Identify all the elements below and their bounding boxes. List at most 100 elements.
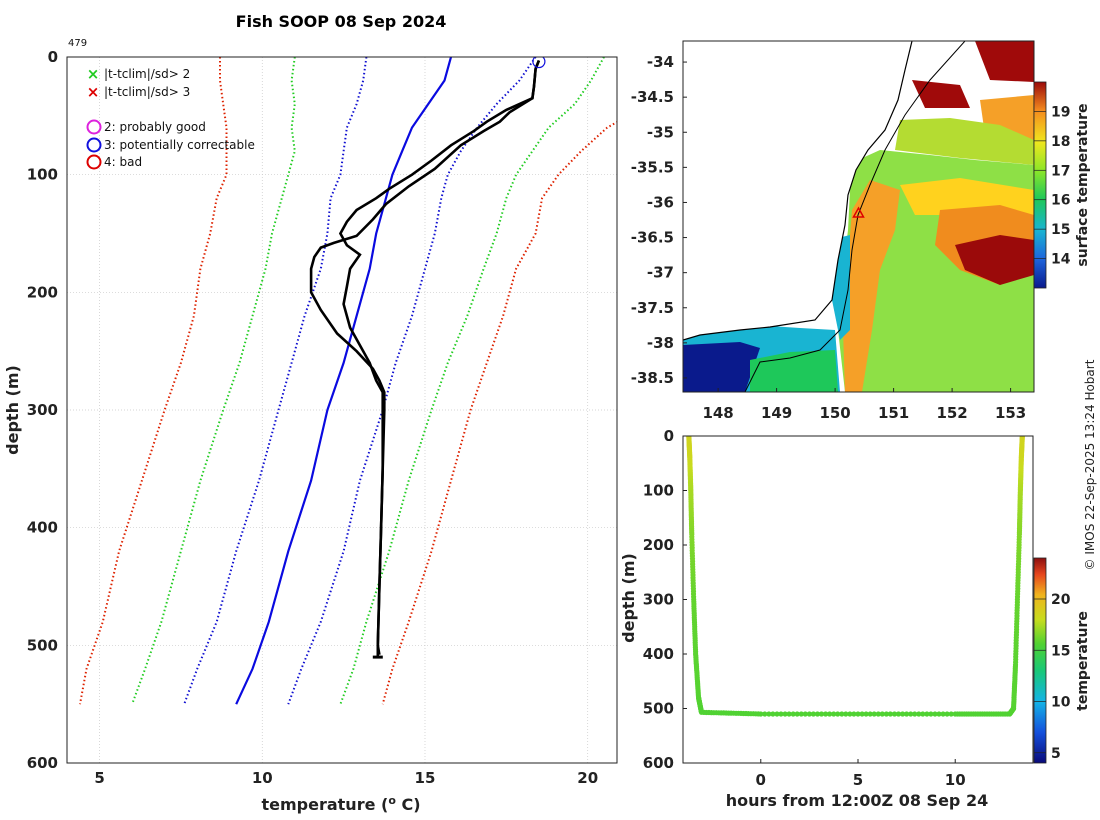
sst-colorbar-tick-label: 17: [1051, 163, 1070, 179]
track-point: [883, 711, 890, 717]
track-point: [900, 711, 906, 717]
series-profile_a: [338, 60, 541, 655]
legend-circle-red-icon: [86, 154, 102, 170]
track-point: [814, 711, 821, 717]
track-point: [762, 711, 768, 717]
map-y-tick-label: -36: [647, 193, 674, 211]
profile-x-label-sup: o: [388, 794, 396, 807]
map-water-red-mid: [912, 80, 970, 108]
track-point: [835, 711, 841, 717]
temperature-colorbar: [1033, 557, 1047, 764]
track-point: [912, 711, 918, 717]
legend-x-red-icon: ×: [87, 83, 100, 101]
y-tick-label: 200: [27, 283, 58, 301]
track-point: [851, 711, 857, 717]
track-point: [806, 711, 813, 717]
y-tick-label: 0: [48, 48, 58, 66]
legend-item-sd2: × |t-tclim|/sd> 2: [87, 65, 190, 83]
track-point: [940, 711, 946, 717]
legend-label: 2: probably good: [104, 120, 206, 134]
sst-colorbar-label: surface temperature: [1075, 103, 1091, 266]
track-point: [875, 711, 881, 717]
sst-colorbar-tick-label: 15: [1051, 222, 1070, 238]
track-point: [770, 711, 776, 717]
map-y-tick-label: -38.5: [631, 369, 674, 387]
map-y-tick-label: -34.5: [631, 88, 674, 106]
legend-label: |t-tclim|/sd> 2: [104, 67, 190, 81]
track-point: [924, 711, 930, 717]
track-x-tick-label: 5: [853, 771, 863, 789]
profile-x-label-end: C): [396, 795, 421, 814]
track-point: [774, 711, 780, 717]
track-point: [904, 711, 910, 717]
series-clim_plus1sd: [287, 57, 537, 705]
track-point: [944, 711, 950, 717]
track-point: [855, 711, 861, 717]
track-point: [818, 711, 825, 717]
track-point: [1019, 436, 1025, 440]
legend-item-sd3: × |t-tclim|/sd> 3: [87, 83, 190, 101]
sst-map: [683, 41, 1034, 392]
track-point: [823, 711, 829, 717]
map-y-tick-label: -35: [647, 123, 674, 141]
profile-x-label: temperature (o C): [261, 794, 420, 814]
x-tick-label: 15: [415, 769, 436, 787]
series-clim_minus2sd: [131, 57, 296, 705]
sst-colorbar-tick-label: 18: [1051, 134, 1070, 150]
track-point: [794, 711, 800, 717]
track-background: [683, 436, 1033, 763]
sst-colorbar-ticks: 14 15 16 17 18 19: [1034, 104, 1071, 268]
track-point: [831, 711, 837, 717]
chart-title: Fish SOOP 08 Sep 2024: [236, 12, 447, 31]
track-point: [758, 711, 764, 717]
profile-y-ticks: 0 100 200 300 400 500 600: [27, 48, 58, 772]
profile-start-marker: [532, 57, 546, 69]
map-y-tick-label: -37.5: [631, 299, 674, 317]
sst-colorbar: [1033, 81, 1047, 289]
map-x-tick-label: 149: [761, 404, 792, 422]
y-tick-label: 600: [27, 754, 58, 772]
track-y-tick-label: 300: [643, 591, 674, 609]
track-point: [847, 711, 853, 717]
temperature-colorbar-label: temperature: [1075, 611, 1091, 711]
track-y-tick-label: 500: [643, 700, 674, 718]
y-tick-label: 400: [27, 519, 58, 537]
profile-x-label-text: temperature (: [261, 795, 388, 814]
track-point: [891, 711, 898, 717]
track-point: [786, 711, 792, 717]
map-water-warm-core: [955, 235, 1034, 285]
y-tick-label: 500: [27, 636, 58, 654]
map-location-marker: [852, 206, 865, 218]
series-clim_mean: [235, 57, 453, 705]
track-y-tick-label: 100: [643, 482, 674, 500]
map-y-tick-label: -37: [647, 264, 674, 282]
track-point: [879, 711, 885, 717]
map-x-tick-label: 153: [995, 404, 1026, 422]
y-tick-label: 100: [27, 166, 58, 184]
temperature-colorbar-tick-label: 5: [1051, 746, 1061, 762]
temperature-colorbar-tick-label: 10: [1051, 695, 1071, 711]
map-x-tick-label: 151: [878, 404, 909, 422]
track-y-tick-label: 200: [643, 536, 674, 554]
x-tick-label: 20: [577, 769, 598, 787]
credit-text: © IMOS 22-Sep-2025 13:24 Hobart: [1083, 359, 1097, 570]
y-tick-label: 300: [27, 401, 58, 419]
track-point: [863, 711, 869, 717]
sst-colorbar-tick-label: 19: [1051, 104, 1070, 120]
track-point: [928, 711, 934, 717]
x-tick-label: 5: [94, 769, 104, 787]
track-point: [778, 711, 784, 717]
track-point: [867, 711, 873, 717]
sst-colorbar-tick-label: 16: [1051, 193, 1070, 209]
track-point: [802, 711, 808, 717]
track-point: [859, 711, 865, 717]
series-clim_plus3sd: [381, 121, 617, 705]
legend: × |t-tclim|/sd> 2 × |t-tclim|/sd> 3 2: p…: [86, 65, 255, 170]
map-coastline: [683, 41, 913, 341]
temperature-colorbar-ticks: 5 10 15 20: [1034, 592, 1071, 762]
series-clim_minus1sd: [183, 57, 368, 705]
track-point: [790, 711, 796, 717]
map-x-tick-label: 150: [819, 404, 850, 422]
track-x-ticks: 0 5 10: [756, 759, 966, 789]
track-point: [766, 711, 772, 717]
